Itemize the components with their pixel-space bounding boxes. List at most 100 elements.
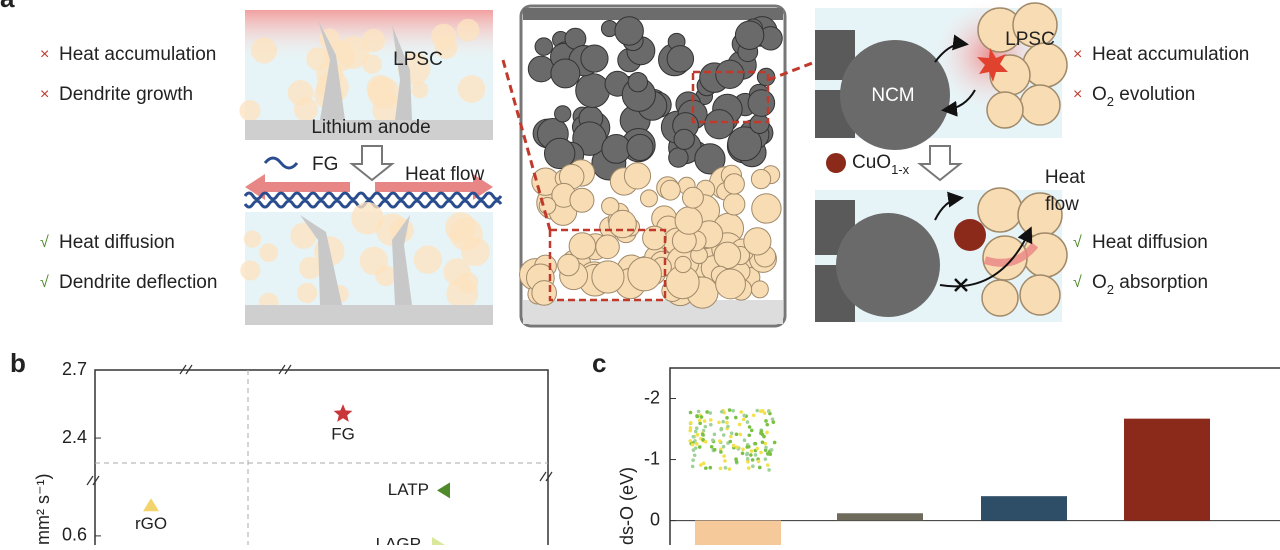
particle (626, 133, 654, 162)
bullet: √ (40, 234, 49, 251)
atom (734, 459, 739, 464)
atom (717, 420, 721, 425)
particle (674, 255, 692, 274)
arrow (934, 34, 969, 63)
y-axis-label: ads-O (eV) (617, 467, 637, 545)
atom (745, 420, 750, 424)
point-label: FG (331, 425, 355, 444)
atom (755, 408, 760, 413)
atom (772, 440, 777, 445)
atom (755, 446, 760, 451)
atom (731, 443, 736, 448)
anode (523, 300, 783, 324)
particle (674, 206, 703, 235)
particle (297, 282, 318, 304)
atom (719, 427, 723, 432)
lpsc-label: LPSC (1005, 29, 1055, 50)
particle (642, 225, 667, 251)
atom (705, 410, 709, 414)
particle (749, 113, 770, 134)
particle (715, 268, 746, 300)
text: Dendrite deflection (59, 272, 217, 293)
point-label: LAGP (376, 534, 421, 545)
particle (595, 234, 620, 260)
particle (557, 253, 580, 277)
atom (727, 408, 732, 412)
particle (668, 147, 689, 168)
zoom-line (501, 59, 552, 231)
arrow (939, 226, 1033, 288)
atom (767, 468, 771, 472)
y-tick-label: 2.7 (62, 359, 87, 379)
atom (742, 438, 747, 443)
atom (726, 424, 730, 429)
zoom-box (691, 70, 770, 124)
bullet: × (40, 86, 49, 103)
atom (692, 453, 697, 458)
atom (759, 450, 763, 455)
particle (704, 109, 735, 140)
label: Heat accumulation (1092, 44, 1249, 65)
atom (770, 417, 775, 422)
text: O (1092, 84, 1107, 105)
bullet: √ (40, 274, 49, 291)
atom (698, 421, 702, 426)
particle (362, 54, 382, 74)
y-tick-label: 2.4 (62, 427, 87, 447)
ncm-label: NCM (871, 85, 914, 106)
arrow (934, 191, 964, 221)
text: O (1092, 272, 1107, 293)
hotspot (977, 48, 1008, 82)
particle (694, 143, 726, 175)
atom (747, 425, 752, 429)
label: Dendrite deflection (59, 272, 217, 293)
cuo-icon (826, 153, 846, 173)
y-tick-label: 0 (650, 509, 660, 529)
atom (766, 409, 771, 414)
label: Heat accumulation (59, 44, 216, 65)
particle (431, 23, 457, 50)
atom (708, 422, 713, 427)
text: Heat diffusion (1092, 232, 1208, 253)
atom (697, 445, 702, 449)
axis-break (179, 364, 193, 375)
point-label: LATP (388, 480, 429, 499)
particle (601, 197, 620, 216)
point (432, 537, 445, 545)
bar (1124, 418, 1210, 521)
atom (712, 432, 717, 437)
atom (765, 422, 770, 427)
atom (769, 448, 774, 452)
particle (293, 97, 319, 122)
atom (725, 420, 729, 425)
atom (762, 411, 767, 415)
text: absorption (1114, 272, 1208, 293)
atom (766, 452, 770, 456)
structure-image (688, 408, 777, 472)
axis-break (86, 475, 100, 486)
atom (751, 464, 755, 468)
particle (639, 189, 658, 208)
particle (715, 59, 745, 89)
particle (750, 168, 772, 190)
atom (704, 466, 708, 470)
particle (623, 162, 652, 190)
particle (608, 209, 637, 239)
atom (691, 448, 696, 452)
atom (718, 466, 723, 471)
label: O2 absorption (1092, 272, 1208, 297)
atom (737, 422, 742, 427)
atom (739, 410, 743, 414)
atom (746, 459, 750, 464)
atom (728, 439, 733, 444)
particle (659, 179, 681, 201)
particle (614, 16, 644, 46)
particle (375, 265, 397, 287)
label: Heat diffusion (1092, 232, 1208, 253)
collector (523, 8, 783, 20)
atom (700, 432, 705, 437)
atom (766, 463, 770, 467)
atom (702, 419, 707, 423)
bullet: × (1073, 86, 1082, 103)
